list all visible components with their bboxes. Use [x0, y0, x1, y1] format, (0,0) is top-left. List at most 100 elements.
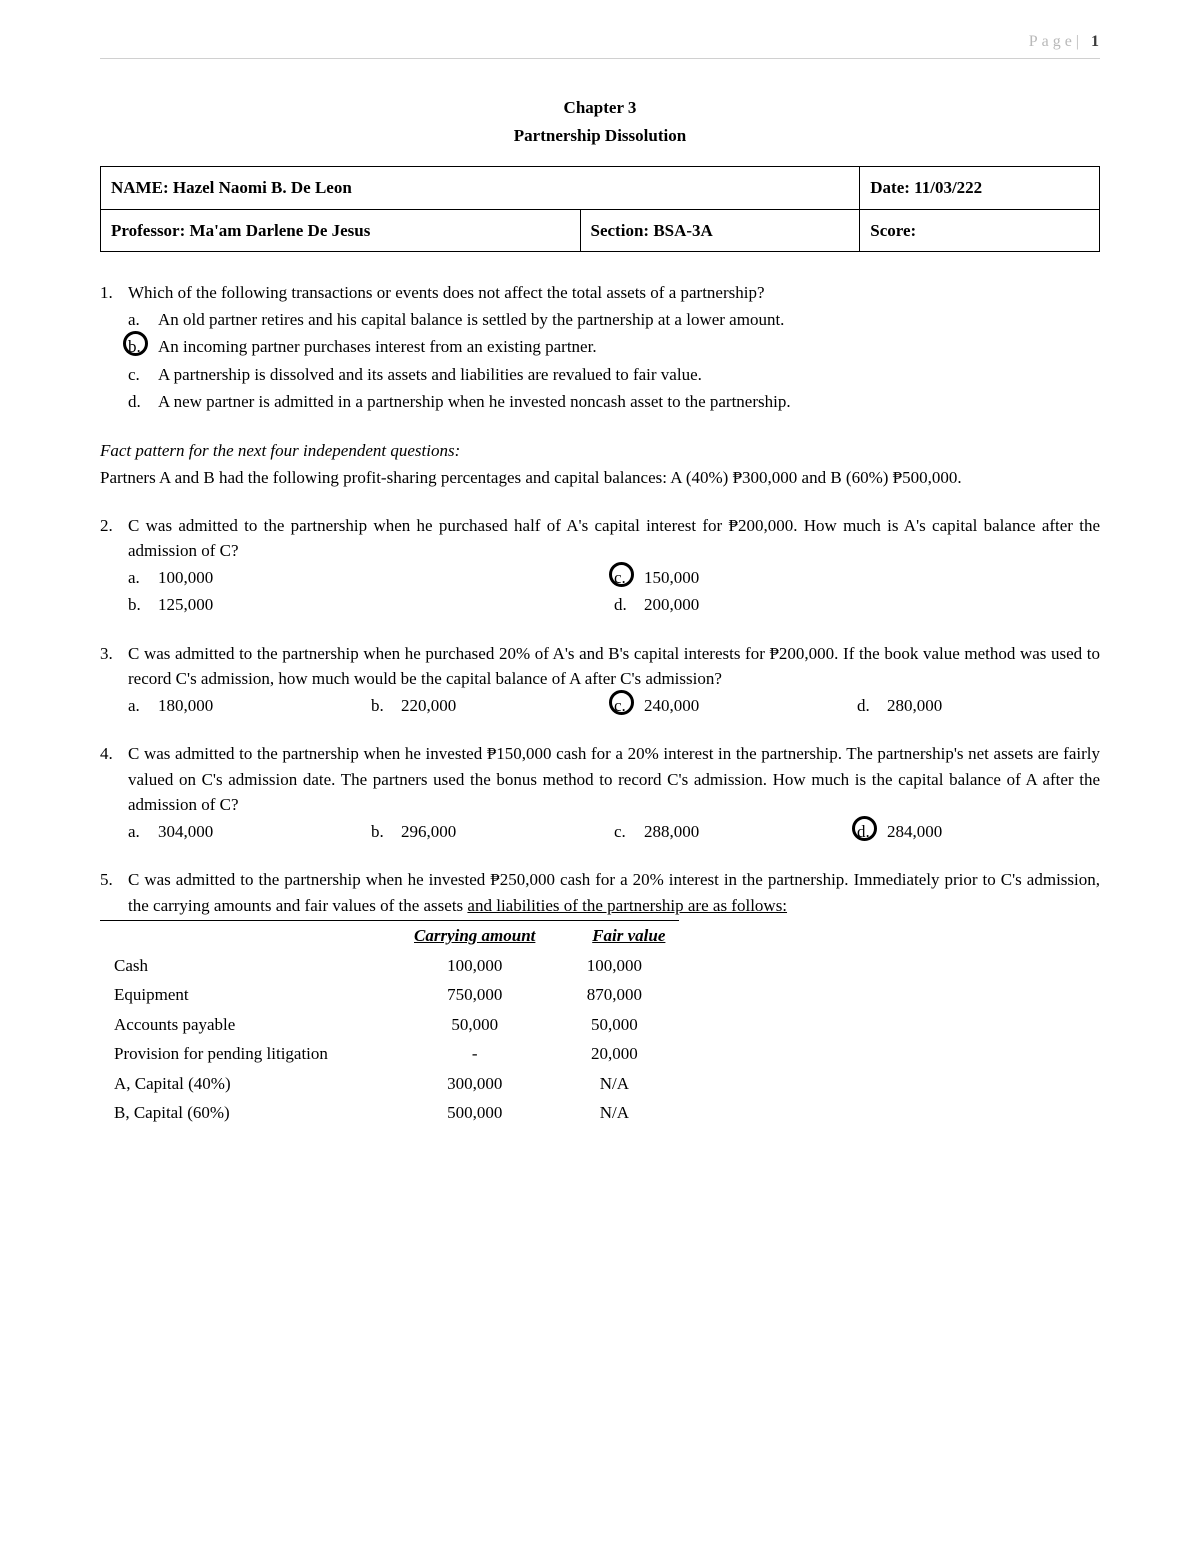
- question-number: 2.: [100, 513, 128, 564]
- option-letter: b.: [128, 334, 158, 360]
- row-label: B, Capital (60%): [100, 1098, 400, 1128]
- question-number: 4.: [100, 741, 128, 818]
- fact-pattern-heading: Fact pattern for the next four independe…: [100, 438, 1100, 464]
- option-letter: d.: [614, 592, 644, 618]
- option-letter: c.: [614, 819, 644, 845]
- option-letter: b.: [371, 693, 401, 719]
- carrying-amount: -: [400, 1039, 549, 1069]
- option-text: 125,000: [158, 592, 614, 618]
- col-fair: Fair value: [549, 921, 679, 951]
- fact-pattern: Fact pattern for the next four independe…: [100, 438, 1100, 491]
- answer-option: b.220,000: [371, 692, 614, 720]
- row-label: A, Capital (40%): [100, 1069, 400, 1099]
- question-text: C was admitted to the partnership when h…: [128, 513, 1100, 564]
- answer-option: a.180,000: [128, 692, 371, 720]
- fair-value: 870,000: [549, 980, 679, 1010]
- option-text: An incoming partner purchases interest f…: [158, 334, 1100, 360]
- document-subtitle: Partnership Dissolution: [100, 123, 1100, 149]
- option-text: 284,000: [887, 819, 1100, 845]
- student-info-table: NAME: Hazel Naomi B. De Leon Date: 11/03…: [100, 166, 1100, 252]
- option-letter: d.: [128, 389, 158, 415]
- answer-option: c.288,000: [614, 818, 857, 846]
- option-text: 304,000: [158, 819, 371, 845]
- carrying-amount: 50,000: [400, 1010, 549, 1040]
- table-row: Accounts payable50,00050,000: [100, 1010, 679, 1040]
- question-text: Which of the following transactions or e…: [128, 280, 1100, 306]
- answer-option: c.A partnership is dissolved and its ass…: [128, 361, 1100, 389]
- option-letter: b.: [371, 819, 401, 845]
- section-cell: Section: BSA-3A: [580, 209, 860, 252]
- carrying-amount: 500,000: [400, 1098, 549, 1128]
- row-label: Accounts payable: [100, 1010, 400, 1040]
- circled-answer-mark: [609, 690, 634, 715]
- option-text: 220,000: [401, 693, 614, 719]
- option-text: 150,000: [644, 565, 1100, 591]
- option-letter: a.: [128, 307, 158, 333]
- question-3: 3. C was admitted to the partnership whe…: [100, 641, 1100, 720]
- question-text: C was admitted to the partnership when h…: [128, 867, 1100, 918]
- page-number: 1: [1091, 33, 1100, 50]
- option-text: 288,000: [644, 819, 857, 845]
- question-5: 5. C was admitted to the partnership whe…: [100, 867, 1100, 918]
- answer-option: a.100,000: [128, 564, 614, 592]
- circled-answer-mark: [852, 816, 877, 841]
- question-number: 1.: [100, 280, 128, 306]
- option-text: An old partner retires and his capital b…: [158, 307, 1100, 333]
- fact-pattern-body: Partners A and B had the following profi…: [100, 465, 1100, 491]
- document-title: Chapter 3: [100, 95, 1100, 121]
- row-label: Provision for pending litigation: [100, 1039, 400, 1069]
- option-letter: b.: [128, 592, 158, 618]
- question-4: 4. C was admitted to the partnership whe…: [100, 741, 1100, 845]
- page-number-header: Page| 1: [100, 30, 1100, 59]
- question-text: C was admitted to the partnership when h…: [128, 641, 1100, 692]
- question-1: 1. Which of the following transactions o…: [100, 280, 1100, 416]
- answer-option: d.A new partner is admitted in a partner…: [128, 388, 1100, 416]
- answer-option: d.200,000: [614, 591, 1100, 619]
- option-text: 180,000: [158, 693, 371, 719]
- answer-option: c.150,000: [614, 564, 1100, 592]
- table-row: A, Capital (40%)300,000N/A: [100, 1069, 679, 1099]
- question-number: 5.: [100, 867, 128, 918]
- carrying-amount: 300,000: [400, 1069, 549, 1099]
- score-cell: Score:: [860, 209, 1100, 252]
- question-number: 3.: [100, 641, 128, 692]
- answer-option: a.An old partner retires and his capital…: [128, 306, 1100, 334]
- col-carrying: Carrying amount: [400, 921, 549, 951]
- answer-option: a.304,000: [128, 818, 371, 846]
- option-text: 296,000: [401, 819, 614, 845]
- question-text: C was admitted to the partnership when h…: [128, 741, 1100, 818]
- option-text: 280,000: [887, 693, 1100, 719]
- carrying-amount: 750,000: [400, 980, 549, 1010]
- answer-option: c.240,000: [614, 692, 857, 720]
- circled-answer-mark: [123, 331, 148, 356]
- answer-option: d.280,000: [857, 692, 1100, 720]
- option-letter: c.: [614, 693, 644, 719]
- table-row: B, Capital (60%)500,000N/A: [100, 1098, 679, 1128]
- carrying-amount: 100,000: [400, 951, 549, 981]
- fair-value: 20,000: [549, 1039, 679, 1069]
- name-cell: NAME: Hazel Naomi B. De Leon: [101, 167, 860, 210]
- option-letter: a.: [128, 693, 158, 719]
- option-text: A partnership is dissolved and its asset…: [158, 362, 1100, 388]
- date-cell: Date: 11/03/222: [860, 167, 1100, 210]
- circled-answer-mark: [609, 562, 634, 587]
- fair-value: 50,000: [549, 1010, 679, 1040]
- option-letter: a.: [128, 819, 158, 845]
- professor-cell: Professor: Ma'am Darlene De Jesus: [101, 209, 581, 252]
- option-letter: d.: [857, 819, 887, 845]
- answer-option: b.125,000: [128, 591, 614, 619]
- fair-value: N/A: [549, 1098, 679, 1128]
- answer-option: b.An incoming partner purchases interest…: [128, 333, 1100, 361]
- option-letter: d.: [857, 693, 887, 719]
- option-letter: c.: [128, 362, 158, 388]
- balance-table: Carrying amount Fair value Cash100,00010…: [100, 920, 1100, 1128]
- option-letter: a.: [128, 565, 158, 591]
- answer-option: d.284,000: [857, 818, 1100, 846]
- table-row: Provision for pending litigation-20,000: [100, 1039, 679, 1069]
- fair-value: N/A: [549, 1069, 679, 1099]
- table-row: Equipment750,000870,000: [100, 980, 679, 1010]
- page-label: Page|: [1029, 33, 1083, 50]
- row-label: Cash: [100, 951, 400, 981]
- fair-value: 100,000: [549, 951, 679, 981]
- option-text: 240,000: [644, 693, 857, 719]
